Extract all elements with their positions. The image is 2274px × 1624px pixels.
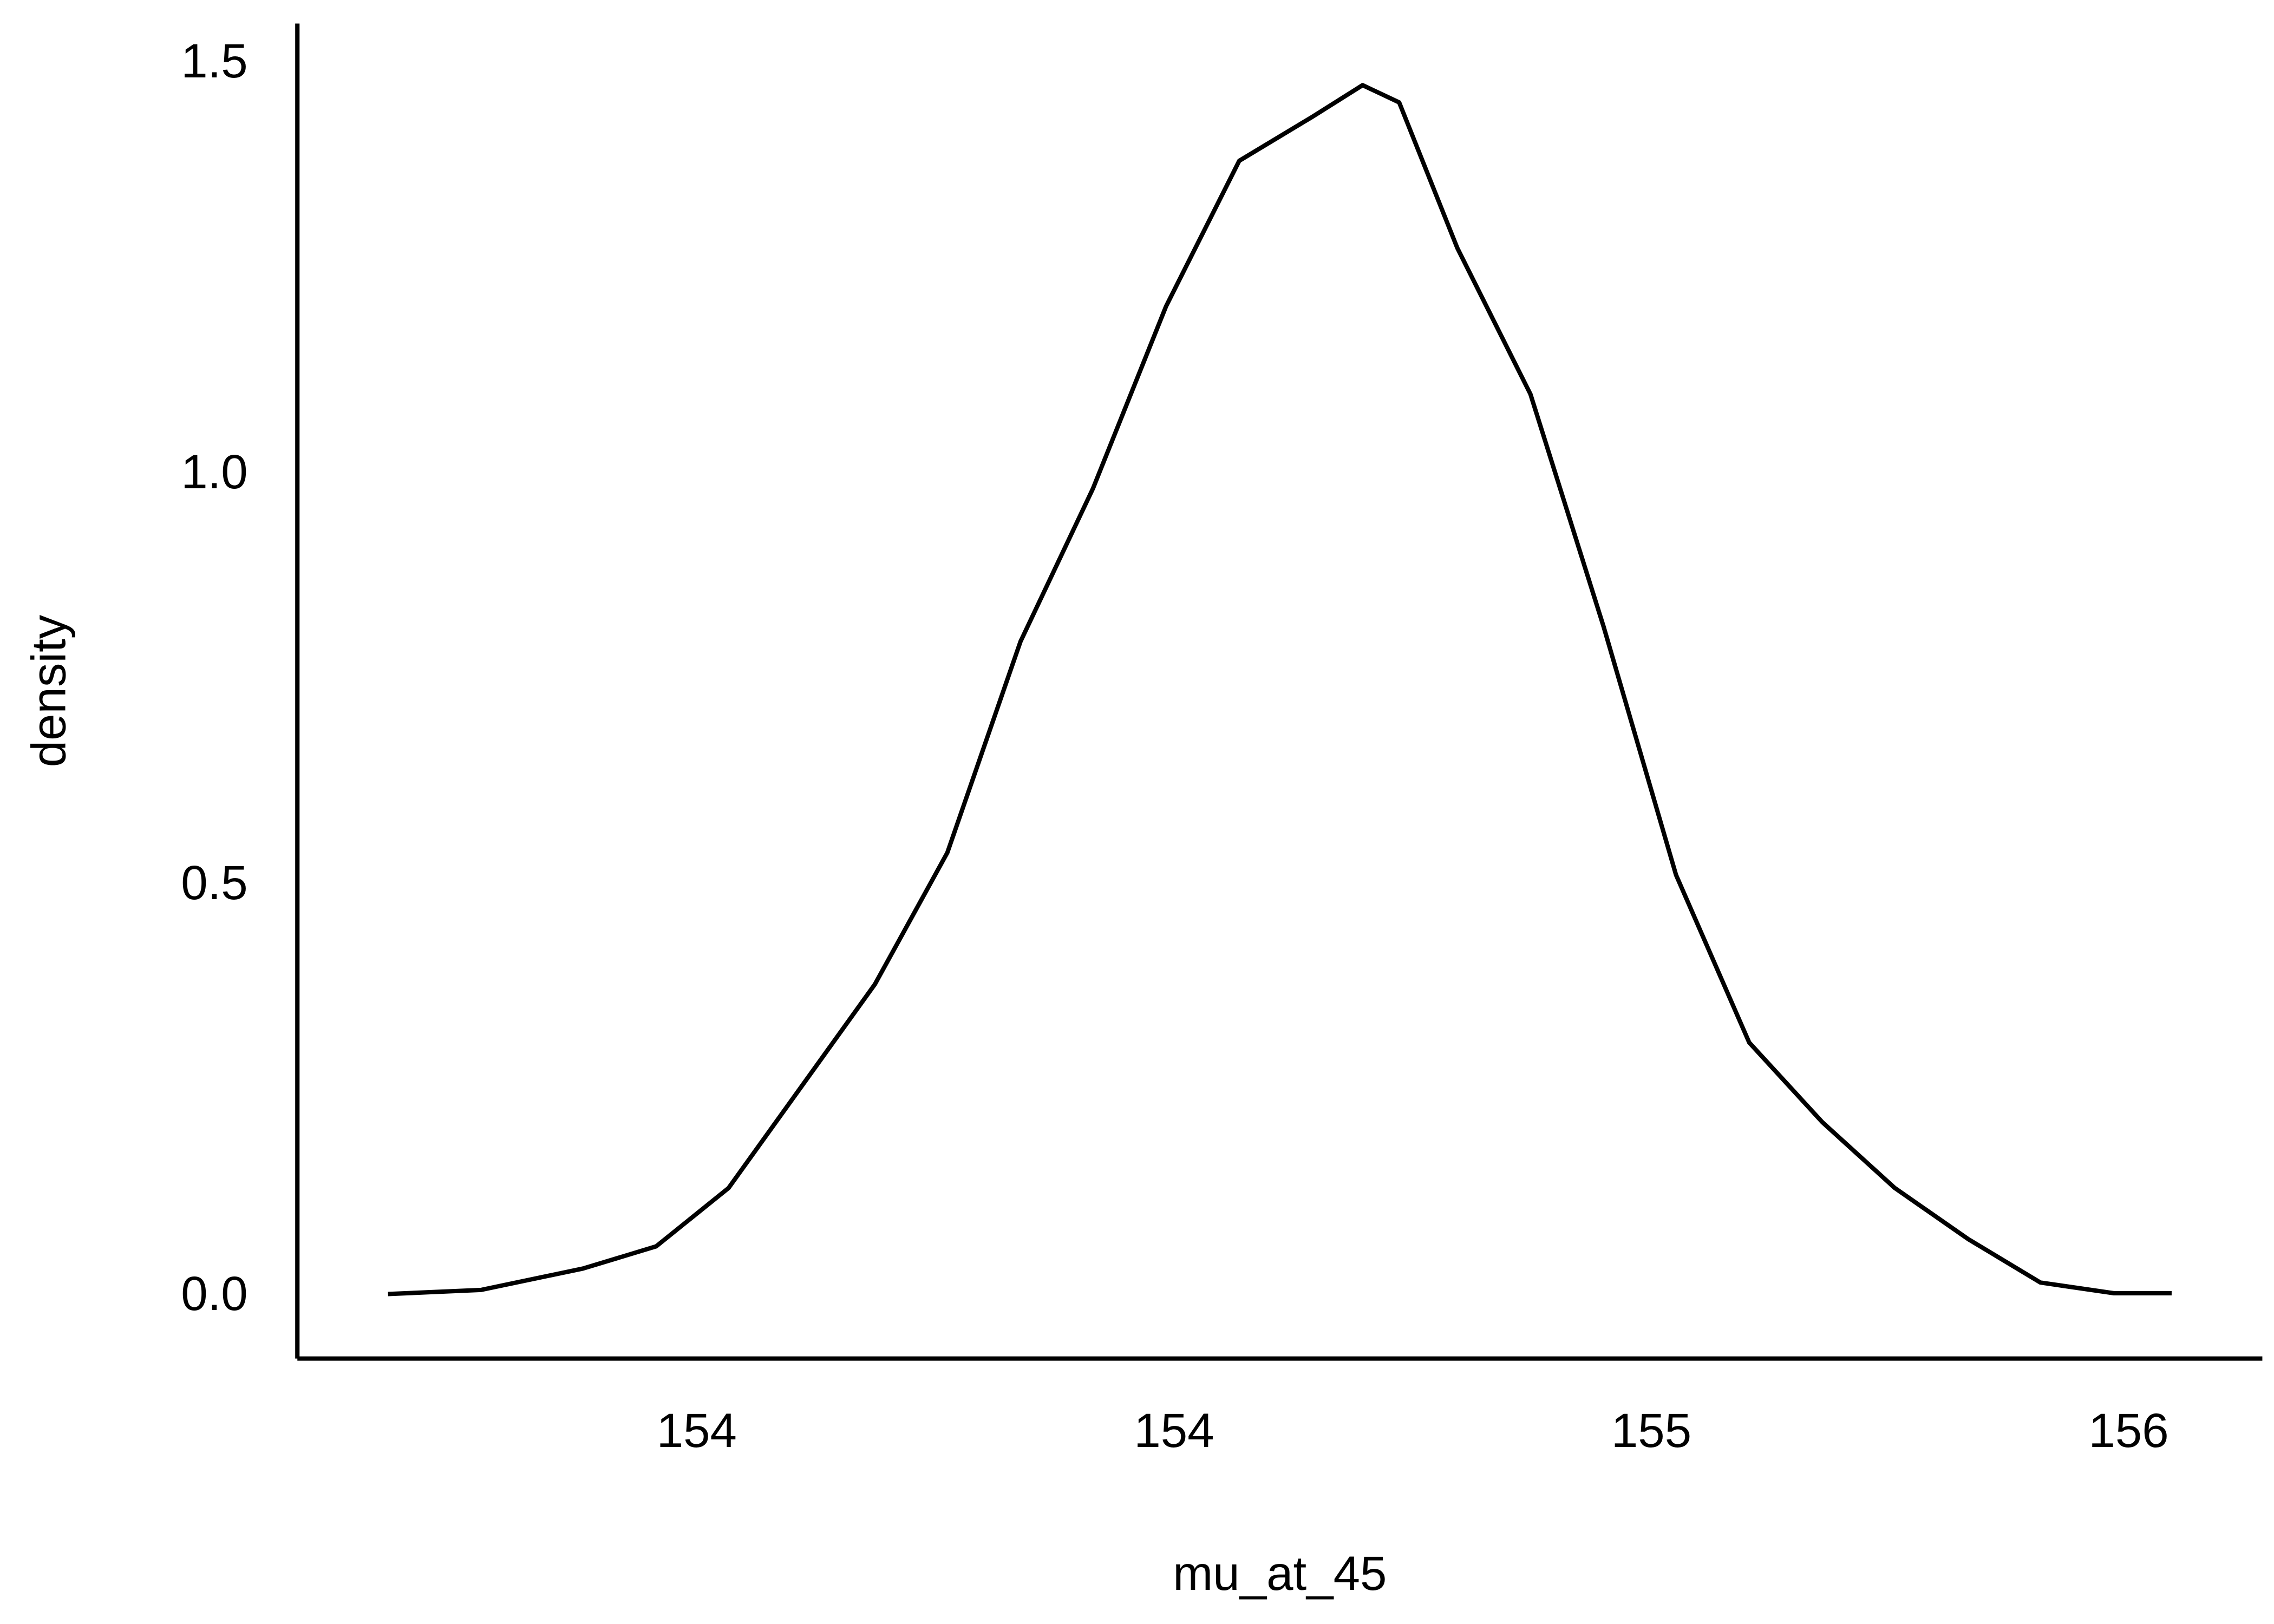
y-tick-label: 0.5 <box>181 856 247 909</box>
y-tick-label: 1.0 <box>181 445 247 499</box>
y-tick-label: 1.5 <box>181 34 247 88</box>
y-tick-label: 0.0 <box>181 1267 247 1320</box>
y-axis-label: density <box>22 614 75 767</box>
x-axis-label: mu_at_45 <box>1173 1547 1387 1600</box>
x-tick-label: 156 <box>2089 1404 2169 1457</box>
x-tick-label: 155 <box>1611 1404 1691 1457</box>
x-tick-label: 154 <box>1134 1404 1214 1457</box>
density-line <box>388 83 2172 1296</box>
x-tick-label: 154 <box>657 1404 737 1457</box>
